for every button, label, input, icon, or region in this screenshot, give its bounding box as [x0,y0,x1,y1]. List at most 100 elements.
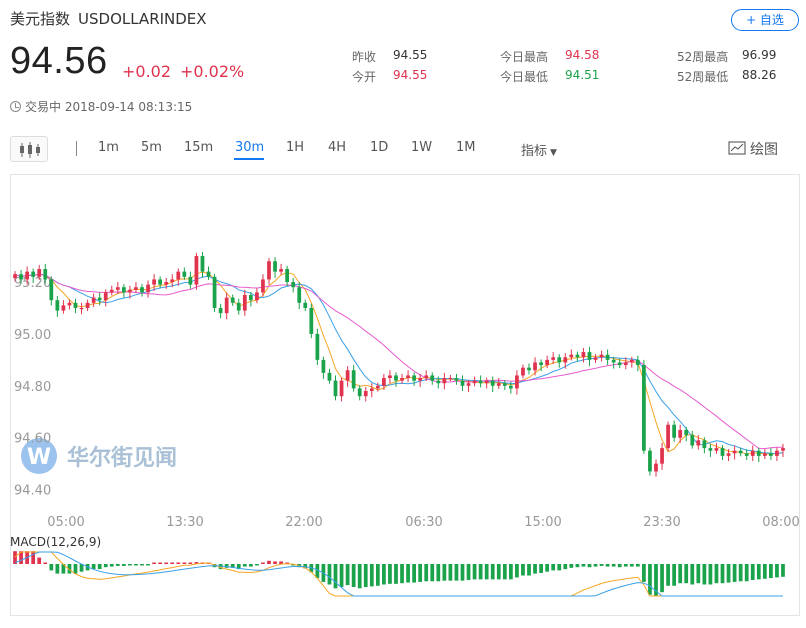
candle-body [660,448,664,464]
candle-body [200,256,205,272]
candle-body [732,450,737,454]
draw-chart-icon [728,141,746,155]
caret-down-icon: ▼ [550,148,557,158]
candle-body [242,294,247,311]
macd-histogram-bar [720,564,725,584]
macd-histogram-bar [738,564,743,582]
candle-body [424,375,429,379]
tab-1m[interactable]: 1m [98,140,119,155]
candle-body [248,294,253,301]
macd-histogram-bar [575,564,580,568]
candle-body [236,302,241,311]
candle-body [315,333,320,360]
macd-histogram-bar [345,564,350,586]
macd-histogram-bar [224,564,229,568]
macd-histogram-bar [339,564,344,588]
macd-histogram-bar [315,564,320,579]
candle-body [194,256,199,285]
macd-histogram-bar [515,564,519,578]
macd-histogram-bar [109,564,114,567]
macd-histogram-bar [442,564,447,581]
candle-body [629,359,634,363]
tab-1h[interactable]: 1H [286,140,305,155]
toolbar-divider [76,141,77,156]
candle-body [375,385,380,389]
macd-histogram-bar [635,564,640,567]
stat-value: 96.99 [742,48,777,62]
macd-histogram-bar [557,564,562,571]
candle-body [261,279,265,293]
macd-histogram-bar [708,564,713,585]
indicator-dropdown[interactable]: 指标 ▼ [521,140,557,159]
candle-body [394,375,398,381]
macd-histogram-bar [684,564,689,584]
add-watchlist-button[interactable]: + 自选 [731,9,799,31]
macd-histogram-bar [756,564,761,580]
chart-panel[interactable] [10,174,800,616]
macd-histogram-bar [660,564,664,593]
clock-icon [10,101,21,112]
macd-histogram-bar [73,564,78,574]
y-tick-label: 94.40 [14,484,51,499]
macd-histogram-bar [170,562,175,564]
macd-histogram-bar [502,564,507,580]
macd-histogram-bar [642,564,646,582]
macd-histogram-bar [327,564,332,585]
candle-body [285,269,290,283]
candle-body [430,375,435,381]
macd-histogram-bar [194,562,199,564]
candle-body [267,261,271,280]
macd-histogram-bar [436,564,441,582]
candle-body [37,269,42,277]
tab-5m[interactable]: 5m [141,140,162,155]
stat-label: 52周最高 [677,50,729,64]
candle-body [146,284,150,293]
candle-body [339,380,344,397]
draw-button[interactable]: 绘图 [728,139,778,159]
macd-histogram-bar [654,564,658,596]
candlestick-type-button[interactable] [10,136,48,162]
macd-histogram-bar [545,564,550,572]
tab-15m[interactable]: 15m [184,140,214,155]
candle-body [115,287,120,290]
macd-histogram-bar [176,562,181,564]
macd-histogram-bar [490,564,495,580]
macd-histogram-bar [666,564,670,586]
candle-body [297,287,302,303]
candle-body [738,450,743,454]
tab-1w[interactable]: 1W [411,140,433,155]
candle-body [158,279,163,285]
macd-histogram-bar [273,561,277,564]
macd-histogram-bar [357,564,362,589]
candle-body [230,297,235,303]
macd-histogram-bar [599,564,604,566]
candle-body [605,354,610,360]
macd-histogram-bar [333,564,338,589]
candle-body [176,271,181,280]
candle-body [545,359,550,366]
candle-body [55,300,60,311]
macd-histogram-bar [605,564,610,567]
macd-histogram-bar [484,564,489,580]
macd-histogram-bar [418,564,423,582]
watermark: W 华尔街见闻 [21,438,177,474]
macd-histogram-bar [255,564,259,566]
tab-1d[interactable]: 1D [370,140,389,155]
tab-1mo[interactable]: 1M [456,140,476,155]
macd-histogram-bar [91,564,96,570]
macd-histogram-bar [291,564,296,566]
macd-histogram-bar [375,564,380,586]
macd-histogram-bar [539,564,543,573]
candle-body [382,378,386,386]
candle-body [472,380,477,384]
macd-histogram-bar [430,564,435,582]
tab-30m[interactable]: 30m [235,140,265,155]
tab-4h[interactable]: 4H [328,140,347,155]
candle-body [363,391,368,397]
candle-body [103,292,108,301]
macd-histogram-bar [242,564,247,567]
candle-body [73,302,78,308]
candle-body [642,365,646,451]
macd-histogram-bar [678,564,683,584]
candle-body [702,440,707,449]
